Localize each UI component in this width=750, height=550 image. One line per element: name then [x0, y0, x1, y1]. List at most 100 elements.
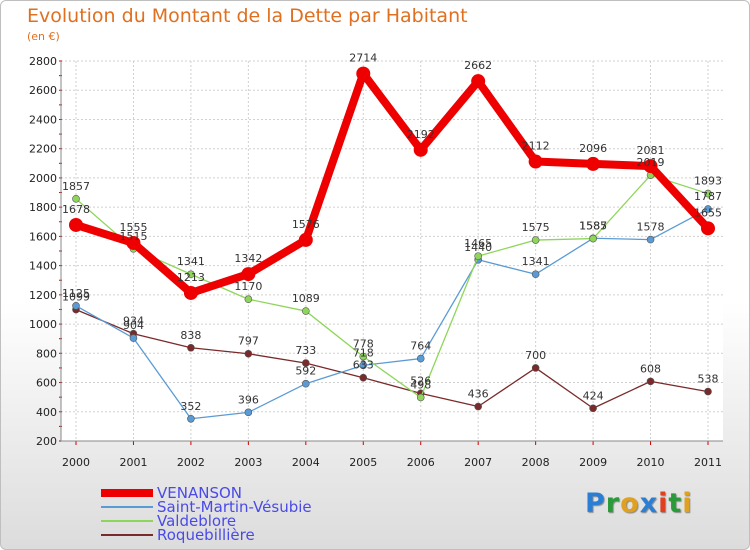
data-point — [586, 156, 601, 171]
data-label: 498 — [410, 378, 431, 391]
data-point — [704, 189, 712, 198]
data-label: 352 — [180, 400, 201, 413]
data-label: 1587 — [579, 219, 607, 232]
data-label: 904 — [123, 319, 144, 332]
y-tick-label: 2400 — [29, 113, 57, 126]
data-point — [244, 295, 253, 304]
x-tick-label: 2007 — [464, 456, 492, 469]
proxiti-logo: Proxiti — [585, 488, 693, 519]
legend-label: VENANSON — [157, 484, 242, 502]
data-label: 1655 — [694, 206, 722, 219]
data-label: 1585 — [579, 220, 607, 233]
legend-swatch — [101, 506, 153, 508]
y-tick-label: 600 — [36, 377, 57, 390]
logo-letter: r — [605, 488, 621, 519]
data-label: 1857 — [62, 180, 90, 193]
x-tick-label: 2005 — [349, 456, 377, 469]
data-label: 2081 — [637, 144, 665, 157]
data-point — [528, 154, 543, 169]
data-label: 1678 — [62, 203, 90, 216]
data-point — [72, 302, 80, 310]
data-label: 2096 — [579, 142, 607, 155]
data-label: 1515 — [119, 230, 147, 243]
data-label: 934 — [123, 315, 144, 328]
y-tick-label: 200 — [36, 435, 57, 448]
data-point — [416, 354, 425, 363]
series-line-3 — [75, 309, 709, 409]
data-point — [298, 232, 313, 247]
data-label: 526 — [410, 374, 431, 387]
series-line-0 — [74, 69, 711, 297]
y-tick-label: 1200 — [29, 289, 57, 302]
data-point — [302, 307, 310, 315]
data-label: 436 — [468, 388, 489, 401]
data-label: 1099 — [62, 291, 90, 304]
legend-item: Valdeblore — [101, 512, 312, 530]
y-tick-label: 2800 — [29, 55, 57, 68]
data-point — [187, 270, 195, 279]
legend-item: Roquebillière — [101, 526, 312, 544]
data-point — [531, 364, 540, 372]
logo-letter: t — [668, 488, 683, 519]
y-tick-label: 400 — [36, 406, 57, 419]
data-point — [241, 267, 256, 282]
chart-subtitle: (en €) — [27, 30, 60, 43]
data-point — [704, 387, 712, 396]
data-point — [416, 393, 425, 402]
y-tick-label: 2000 — [29, 172, 57, 185]
legend-label: Valdeblore — [157, 512, 237, 530]
data-point — [359, 361, 368, 370]
legend-swatch — [101, 520, 153, 522]
data-label: 764 — [410, 340, 431, 353]
data-label: 633 — [353, 359, 374, 372]
data-point — [302, 379, 310, 388]
data-label: 718 — [353, 346, 374, 359]
data-point — [129, 334, 138, 342]
data-label: 1575 — [522, 221, 550, 234]
x-tick-label: 2011 — [694, 456, 722, 469]
data-point — [701, 221, 715, 236]
data-label: 2192 — [407, 128, 435, 141]
y-tick-label: 1400 — [29, 260, 57, 273]
series-line-2 — [75, 174, 709, 399]
data-point — [474, 252, 482, 260]
data-point — [646, 377, 655, 386]
x-tick-label: 2000 — [62, 456, 90, 469]
data-point — [187, 343, 195, 352]
logo-letter: i — [682, 488, 693, 519]
x-tick-label: 2006 — [407, 456, 435, 469]
data-label: 1440 — [464, 241, 492, 254]
data-point — [474, 402, 482, 411]
x-tick-label: 2002 — [177, 456, 205, 469]
data-point — [359, 373, 368, 382]
data-label: 797 — [238, 335, 259, 348]
data-point — [244, 349, 253, 358]
data-label: 1213 — [177, 271, 205, 284]
data-label: 608 — [640, 362, 661, 375]
data-point — [183, 285, 198, 300]
x-tick-label: 2010 — [637, 456, 665, 469]
data-point — [704, 205, 712, 213]
data-point — [187, 414, 195, 423]
x-tick-label: 2008 — [522, 456, 550, 469]
legend-item: Saint-Martin-Vésubie — [101, 500, 312, 515]
data-label: 2714 — [349, 52, 377, 65]
series-line-1 — [75, 208, 709, 420]
x-tick-label: 2001 — [119, 456, 147, 469]
chart-title: Evolution du Montant de la Dette par Hab… — [27, 5, 468, 27]
data-label: 1555 — [119, 221, 147, 234]
data-label: 778 — [353, 338, 374, 351]
data-label: 1170 — [234, 280, 262, 293]
logo-letter: x — [639, 488, 659, 519]
x-tick-label: 2003 — [234, 456, 262, 469]
chart-legend: VENANSON Saint-Martin-Vésubie Valdeblore Ro… — [101, 484, 312, 544]
y-tick-label: 800 — [36, 347, 57, 360]
data-label: 1089 — [292, 292, 320, 305]
y-tick-label: 1800 — [29, 201, 57, 214]
data-label: 538 — [698, 373, 719, 386]
data-point — [126, 235, 141, 250]
data-label: 1576 — [292, 218, 320, 231]
legend-label: Roquebillière — [157, 526, 255, 544]
